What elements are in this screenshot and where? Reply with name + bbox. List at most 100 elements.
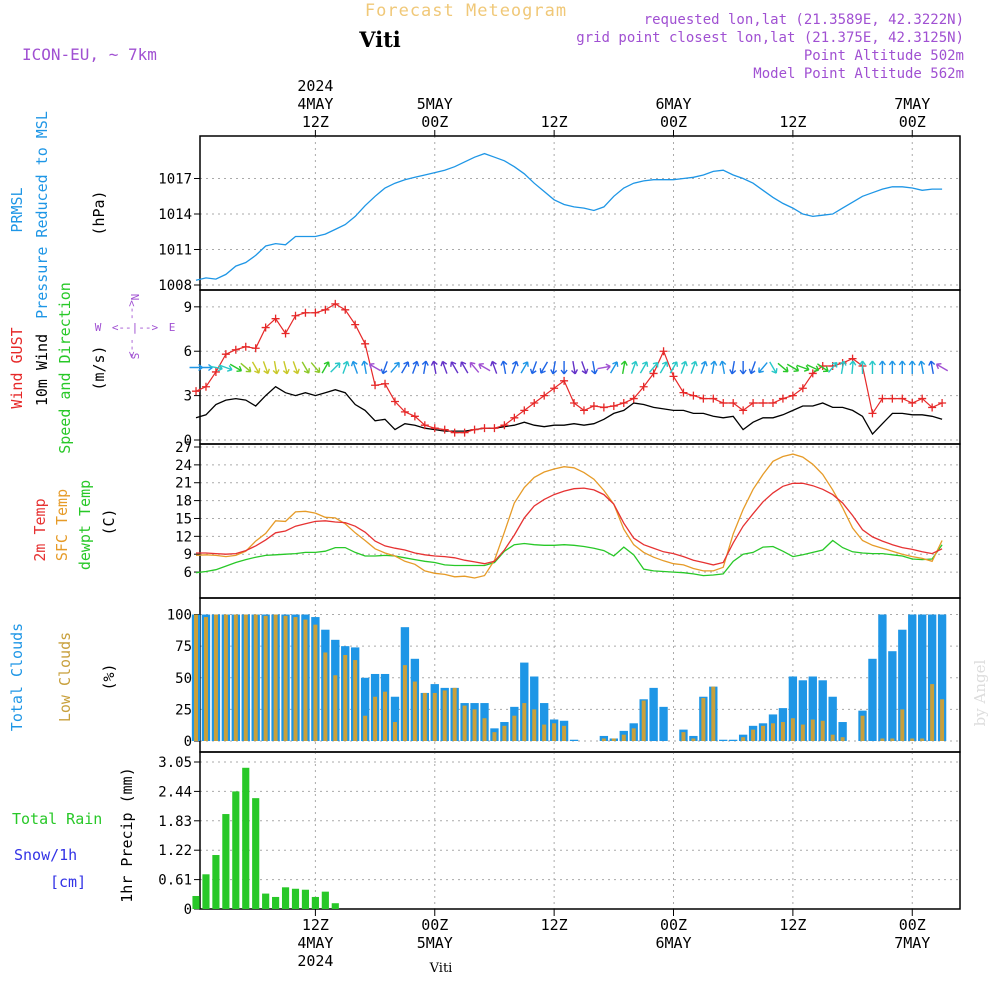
total-clouds-bar xyxy=(898,629,907,741)
y-tick-label: 75 xyxy=(175,639,192,655)
point-altitude: Point Altitude 502m xyxy=(804,48,964,64)
low-clouds-bar xyxy=(502,725,507,741)
wind-arrow xyxy=(209,364,223,372)
y-tick-label: 24 xyxy=(175,458,192,474)
gust-marker xyxy=(480,424,489,433)
wind-arrow xyxy=(858,360,867,374)
footer-location: Viti xyxy=(429,961,453,976)
gust-marker xyxy=(788,391,797,400)
wind-arrow xyxy=(368,362,382,372)
gust-marker xyxy=(430,424,439,433)
rain-bar xyxy=(321,891,329,909)
y-tick-label: 0 xyxy=(184,902,192,918)
wind-arrow xyxy=(816,363,829,373)
low-clouds-bar xyxy=(621,734,626,741)
gust-marker xyxy=(221,350,230,359)
rain-bar xyxy=(301,889,310,909)
gust-marker xyxy=(520,406,529,415)
low-clouds-bar xyxy=(711,686,716,741)
total-clouds-bar xyxy=(838,722,847,741)
low-clouds-bar xyxy=(303,619,308,741)
time-label-bottom: 00Z xyxy=(899,916,926,934)
wind-arrow xyxy=(868,360,877,374)
time-label-bottom: 6MAY xyxy=(655,934,691,952)
gust-marker xyxy=(888,394,897,403)
rain-bar xyxy=(291,888,300,909)
wind-arrow xyxy=(310,362,321,374)
low-clouds-bar xyxy=(263,615,268,741)
gust-marker xyxy=(560,376,569,385)
gust-line xyxy=(195,303,943,434)
low-clouds-bar xyxy=(930,684,935,741)
low-clouds-bar xyxy=(800,724,805,741)
wind-arrow xyxy=(272,360,280,375)
wind-arrow xyxy=(620,360,628,375)
wind-arrow xyxy=(839,360,847,375)
model-label: ICON-EU, ~ 7km xyxy=(22,45,157,64)
gust-marker xyxy=(918,394,927,403)
time-label-top: 12Z xyxy=(779,113,806,131)
total-clouds-bar xyxy=(868,658,877,741)
gust-marker xyxy=(540,391,549,400)
snow-label: Snow/1h xyxy=(14,846,77,864)
total-clouds-bar xyxy=(927,614,937,741)
y-tick-label: 3 xyxy=(184,389,192,405)
low-clouds-bar xyxy=(442,690,447,741)
gust-marker xyxy=(530,399,539,408)
wind-arrow xyxy=(758,362,768,374)
time-label-bottom: 12Z xyxy=(302,916,329,934)
wind-arrow xyxy=(282,361,290,375)
gust-marker xyxy=(719,399,728,408)
low-clouds-bar xyxy=(203,617,208,741)
gust-marker xyxy=(450,428,459,437)
time-label-top: 12Z xyxy=(302,113,329,131)
rain-bar xyxy=(202,874,210,909)
wind-arrow xyxy=(918,360,926,375)
wind-arrow xyxy=(609,361,619,374)
gust-marker xyxy=(928,403,937,412)
low-clouds-bar xyxy=(691,738,696,741)
gust-marker xyxy=(371,381,380,390)
gust-marker xyxy=(709,394,718,403)
wind-arrow xyxy=(301,361,310,374)
panel-frame xyxy=(199,751,961,910)
pressure-label-prmsl: PRMSL xyxy=(8,187,26,232)
gust-marker xyxy=(281,329,290,338)
wind-arrow xyxy=(229,363,243,373)
wind-arrow xyxy=(411,360,420,374)
gust-marker xyxy=(669,372,678,381)
gust-marker xyxy=(390,397,399,406)
low-clouds-bar xyxy=(641,700,646,741)
gust-marker xyxy=(768,399,777,408)
wind-arrow xyxy=(769,361,778,374)
wind-arrow xyxy=(430,360,438,375)
y-tick-label: 21 xyxy=(175,476,192,492)
wind-arrow xyxy=(639,361,649,374)
wind-arrow xyxy=(796,364,810,372)
total-clouds-bar xyxy=(729,739,738,741)
y-tick-label: 2.44 xyxy=(158,784,192,800)
total-clouds-bar xyxy=(828,696,837,741)
low-clouds-bar xyxy=(542,724,547,741)
wind-arrow xyxy=(199,363,213,372)
low-clouds-bar xyxy=(900,709,905,741)
clouds-unit: (%) xyxy=(100,663,118,690)
t2m-label: 2m Temp xyxy=(31,498,49,561)
time-label-top: 00Z xyxy=(899,113,926,131)
gust-marker xyxy=(410,412,419,421)
pressure-label-msl: Pressure Reduced to MSL xyxy=(33,111,51,319)
panel-frame xyxy=(199,443,961,599)
snow-unit: [cm] xyxy=(50,873,86,891)
total-clouds-bar xyxy=(918,614,927,741)
low-clouds-bar xyxy=(412,681,417,741)
y-tick-label: 9 xyxy=(184,547,192,563)
wind-arrow xyxy=(748,361,756,375)
gust-marker xyxy=(649,369,658,378)
wind-arrow xyxy=(571,360,579,375)
total-clouds-bar xyxy=(937,614,947,741)
gust-marker xyxy=(689,391,698,400)
gust-marker xyxy=(639,382,648,391)
